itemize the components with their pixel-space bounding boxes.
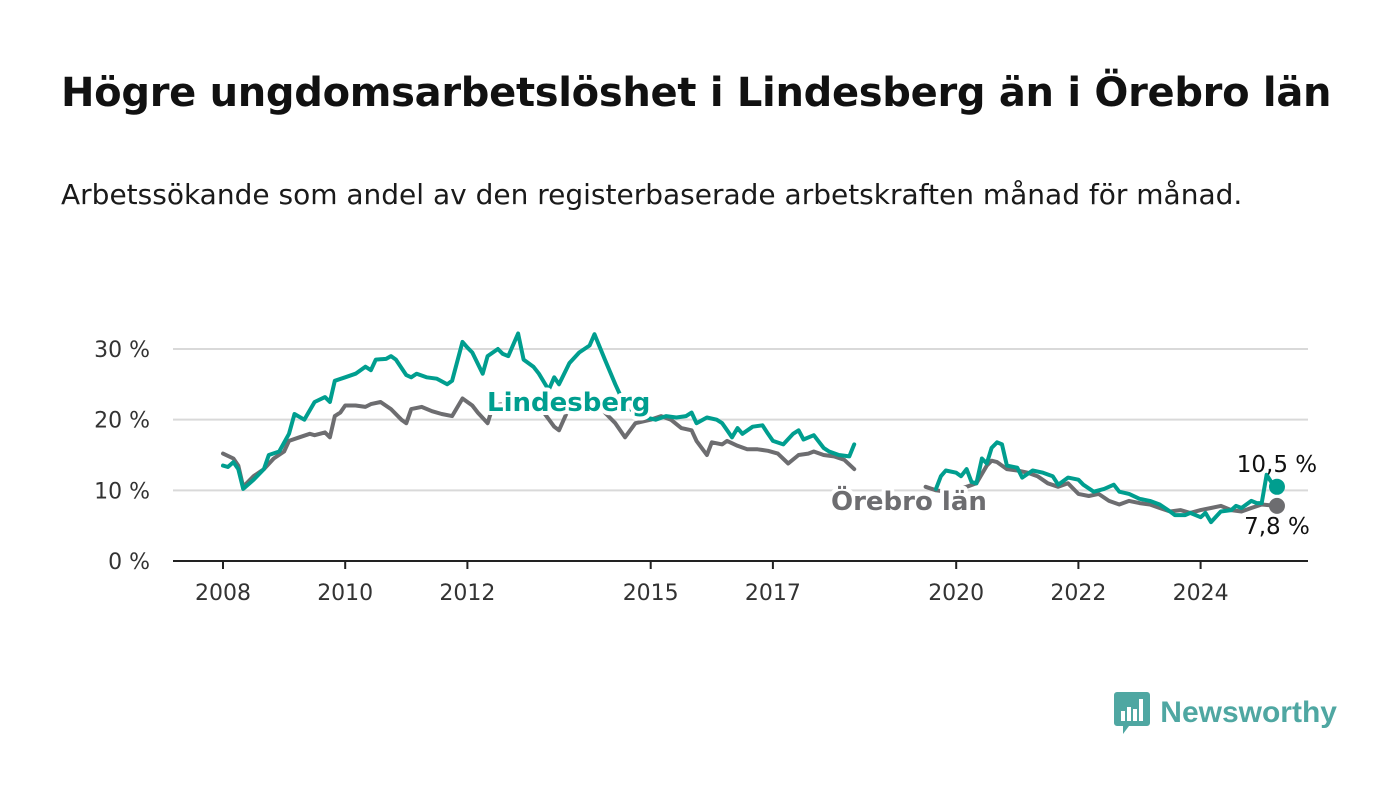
x-tick-label: 2020 xyxy=(928,581,984,606)
x-tick-label: 2008 xyxy=(195,581,251,606)
series-line-orebro xyxy=(221,395,857,489)
y-tick-label: 10 % xyxy=(94,479,150,504)
series-label-orebro: Örebro län xyxy=(831,484,987,517)
y-tick-label: 20 % xyxy=(94,409,150,434)
series-endpoint-lindesberg xyxy=(1268,478,1285,495)
y-tick-label: 30 % xyxy=(94,338,150,363)
series-label-lindesberg-halo: Lindesberg xyxy=(487,388,650,418)
chart-subtitle: Arbetssökande som andel av den registerb… xyxy=(61,178,1243,211)
y-tick-label: 0 % xyxy=(108,550,150,575)
x-tick-label: 2022 xyxy=(1050,581,1106,606)
series-line-orebro xyxy=(923,458,1279,515)
brand-logo: Newsworthy xyxy=(1114,692,1337,734)
series-line-lindesberg xyxy=(221,331,857,491)
series-label-orebro-halo: Örebro län xyxy=(831,484,987,517)
chart-title: Högre ungdomsarbetslöshet i Lindesberg ä… xyxy=(61,70,1332,116)
x-tick-label: 2010 xyxy=(317,581,373,606)
series-label-lindesberg: Lindesberg xyxy=(487,388,650,418)
series-endpoint-orebro xyxy=(1268,497,1285,514)
x-tick-label: 2024 xyxy=(1173,581,1229,606)
x-tick-label: 2015 xyxy=(623,581,679,606)
data-label-orebro: 7,8 % xyxy=(1244,514,1310,540)
bar-chart-bubble-icon xyxy=(1114,692,1151,734)
x-tick-label: 2012 xyxy=(439,581,495,606)
data-label-lindesberg: 10,5 % xyxy=(1237,452,1317,478)
x-tick-label: 2017 xyxy=(745,581,801,606)
series-line-lindesberg xyxy=(934,440,1279,525)
brand-name: Newsworthy xyxy=(1160,696,1337,729)
